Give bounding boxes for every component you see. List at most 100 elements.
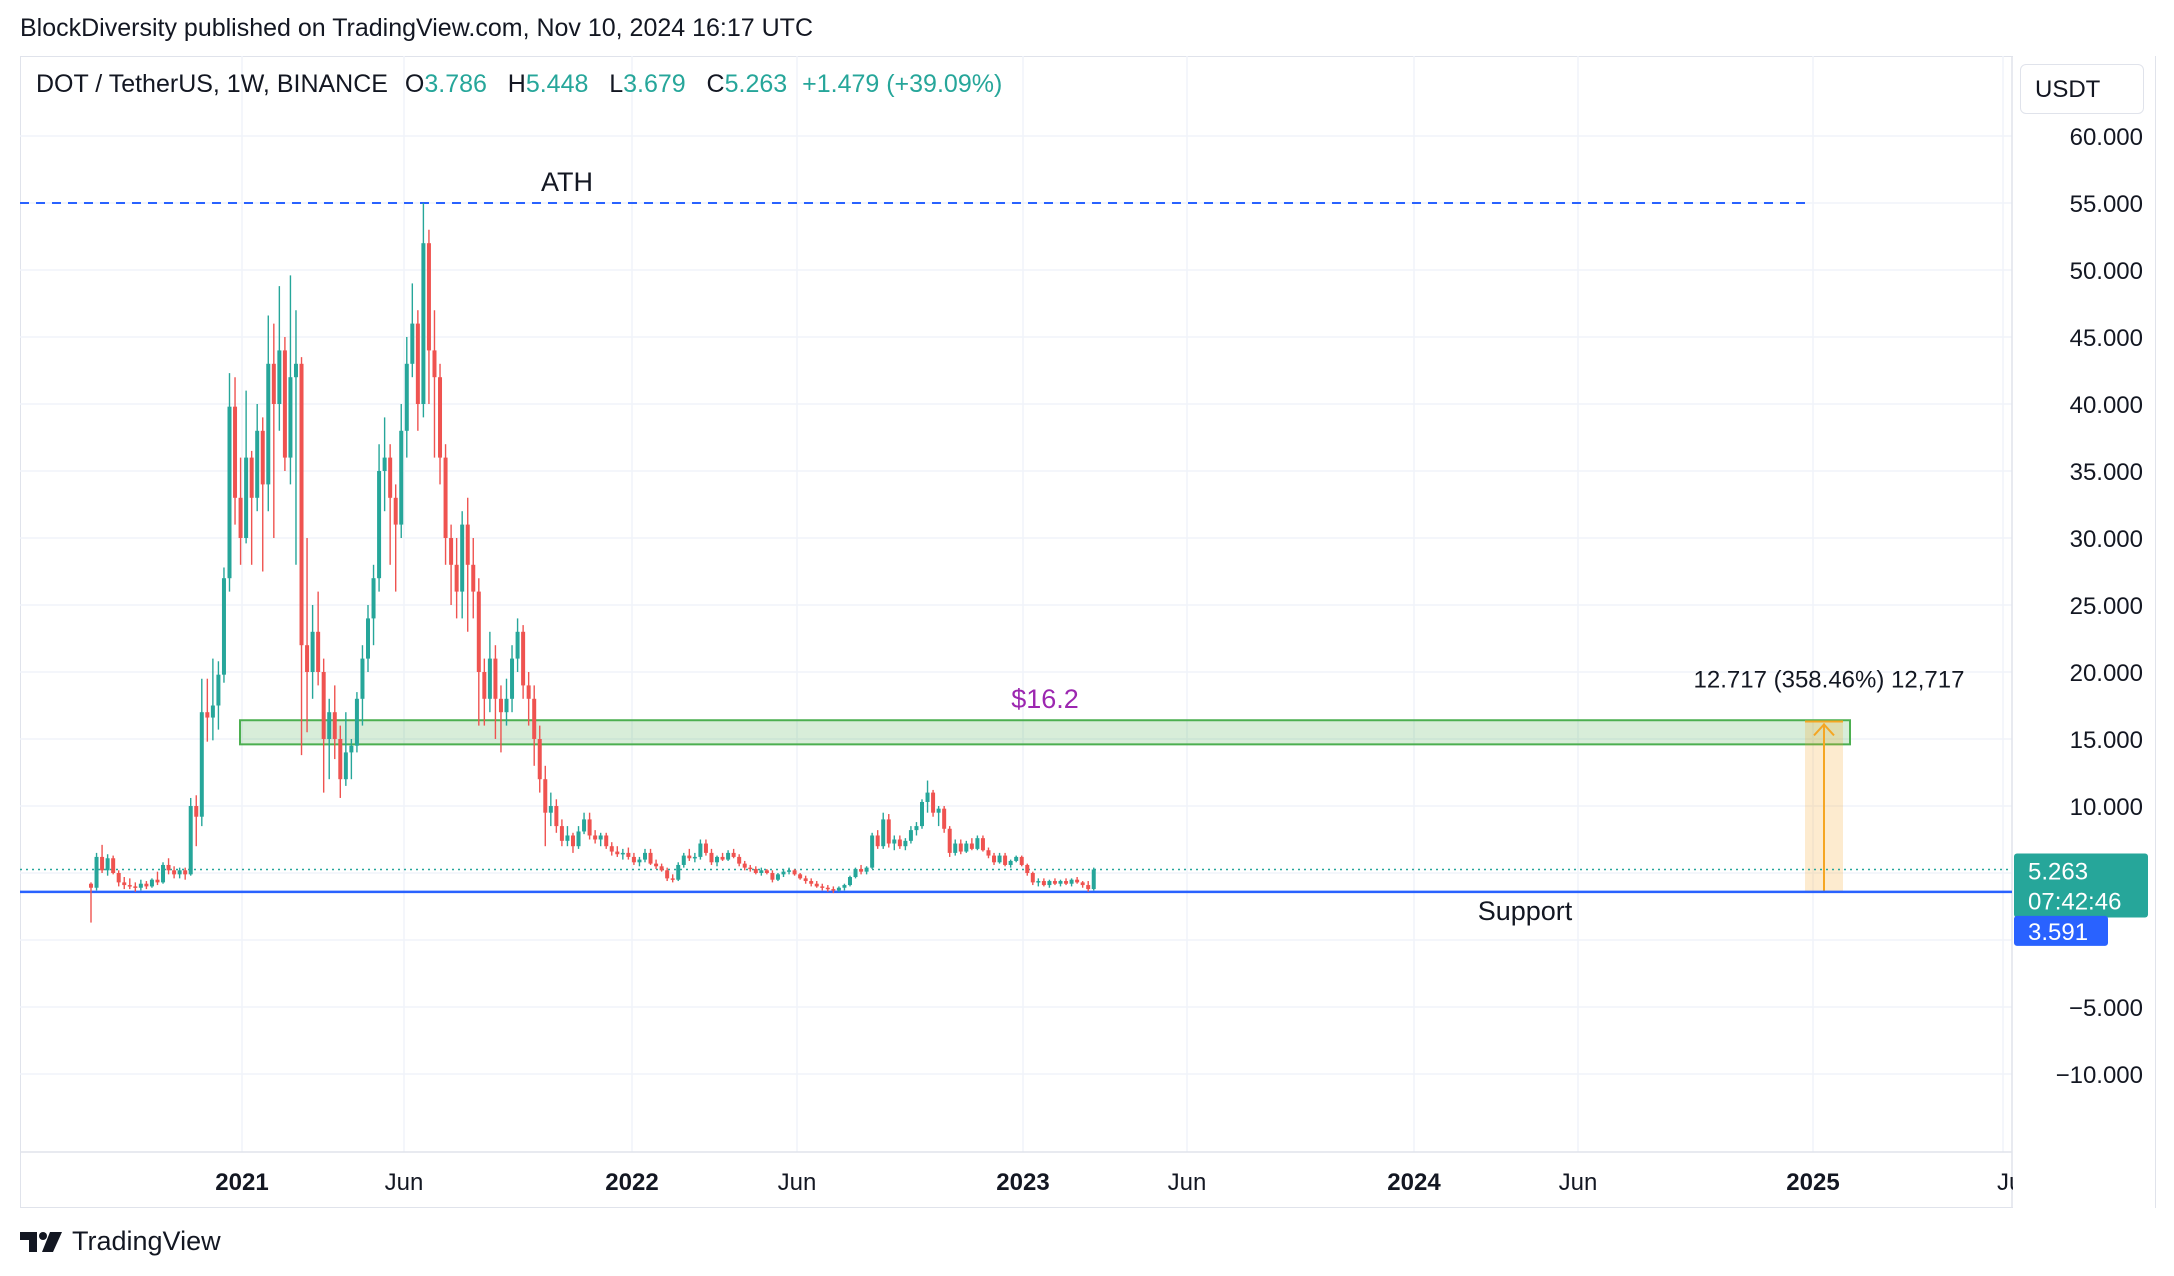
candle-body[interactable]	[1036, 881, 1041, 883]
candle-body[interactable]	[875, 835, 880, 847]
candle-body[interactable]	[388, 457, 393, 498]
candle-body[interactable]	[1064, 881, 1069, 884]
candle-body[interactable]	[870, 835, 875, 868]
candle-body[interactable]	[432, 350, 437, 378]
candle-body[interactable]	[382, 457, 387, 471]
candle-body[interactable]	[238, 497, 243, 538]
candle-body[interactable]	[532, 698, 537, 739]
candle-body[interactable]	[454, 564, 459, 592]
candle-body[interactable]	[803, 878, 808, 882]
candle-body[interactable]	[665, 870, 670, 879]
candle-body[interactable]	[438, 377, 443, 458]
candle-body[interactable]	[886, 819, 891, 844]
candle-body[interactable]	[643, 852, 647, 860]
candle-body[interactable]	[953, 843, 958, 853]
candle-body[interactable]	[742, 863, 747, 868]
candle-body[interactable]	[892, 839, 897, 844]
candle-body[interactable]	[958, 843, 963, 852]
candle-body[interactable]	[354, 698, 359, 746]
candle-body[interactable]	[426, 243, 431, 351]
candle-body[interactable]	[753, 868, 758, 873]
candle-body[interactable]	[343, 752, 348, 780]
candle-body[interactable]	[820, 886, 825, 888]
candle-body[interactable]	[775, 874, 780, 880]
candle-body[interactable]	[947, 828, 952, 853]
candle-body[interactable]	[631, 856, 636, 863]
candle-body[interactable]	[859, 868, 864, 872]
candle-body[interactable]	[709, 852, 714, 863]
candle-body[interactable]	[415, 323, 420, 404]
candle-body[interactable]	[537, 739, 542, 780]
candle-body[interactable]	[698, 843, 703, 857]
candle-body[interactable]	[570, 835, 575, 847]
currency-button[interactable]: USDT	[2020, 64, 2144, 114]
candle-body[interactable]	[648, 852, 653, 864]
candle-body[interactable]	[903, 840, 908, 847]
candle-body[interactable]	[942, 808, 947, 829]
candle-body[interactable]	[482, 672, 487, 699]
candle-body[interactable]	[1058, 881, 1063, 884]
candle-body[interactable]	[748, 867, 753, 870]
candle-body[interactable]	[299, 363, 304, 646]
candle-body[interactable]	[526, 685, 531, 699]
candle-body[interactable]	[1014, 856, 1019, 861]
candle-body[interactable]	[393, 497, 398, 525]
candle-body[interactable]	[759, 870, 764, 873]
candle-body[interactable]	[133, 886, 138, 888]
candle-body[interactable]	[255, 430, 260, 498]
candle-body[interactable]	[210, 705, 215, 718]
candle-body[interactable]	[620, 852, 625, 855]
candle-body[interactable]	[443, 457, 448, 538]
candle-body[interactable]	[194, 806, 199, 817]
candle-body[interactable]	[881, 819, 886, 847]
candle-body[interactable]	[576, 831, 581, 847]
candle-body[interactable]	[598, 835, 603, 840]
candle-body[interactable]	[831, 889, 836, 891]
candle-body[interactable]	[920, 801, 924, 827]
candle-body[interactable]	[1080, 882, 1085, 886]
candle-body[interactable]	[703, 843, 708, 853]
candle-body[interactable]	[1052, 881, 1057, 884]
candle-body[interactable]	[460, 524, 465, 592]
candle-body[interactable]	[853, 868, 858, 878]
candle-body[interactable]	[288, 377, 293, 458]
candle-body[interactable]	[847, 877, 852, 886]
candle-body[interactable]	[487, 658, 492, 699]
candle-body[interactable]	[787, 870, 792, 872]
candle-body[interactable]	[172, 870, 177, 875]
candle-body[interactable]	[914, 826, 919, 831]
candle-body[interactable]	[149, 879, 154, 887]
candle-body[interactable]	[349, 745, 354, 753]
candle-body[interactable]	[305, 645, 310, 672]
candle-body[interactable]	[609, 846, 614, 852]
candle-body[interactable]	[266, 363, 271, 485]
candle-body[interactable]	[321, 672, 326, 739]
candle-body[interactable]	[421, 243, 426, 404]
candle-body[interactable]	[908, 830, 913, 841]
candle-body[interactable]	[504, 698, 509, 713]
candle-body[interactable]	[521, 631, 526, 686]
candle-body[interactable]	[498, 698, 503, 713]
candle-body[interactable]	[221, 578, 226, 675]
candle-body[interactable]	[111, 858, 116, 873]
candle-body[interactable]	[371, 578, 376, 619]
candle-body[interactable]	[825, 887, 830, 890]
candle-body[interactable]	[764, 870, 769, 873]
candle-body[interactable]	[155, 879, 160, 883]
candle-body[interactable]	[327, 712, 332, 739]
candle-body[interactable]	[637, 859, 642, 863]
candle-body[interactable]	[582, 819, 587, 832]
candle-body[interactable]	[471, 564, 476, 592]
candle-body[interactable]	[138, 883, 143, 888]
candle-body[interactable]	[997, 855, 1002, 863]
candle-body[interactable]	[543, 779, 548, 813]
candle-body[interactable]	[809, 881, 814, 884]
candle-body[interactable]	[864, 867, 869, 872]
candle-body[interactable]	[1003, 855, 1008, 865]
candle-body[interactable]	[94, 856, 99, 888]
candle-body[interactable]	[969, 843, 974, 849]
candle-body[interactable]	[554, 806, 559, 827]
candle-body[interactable]	[986, 850, 991, 856]
candle-body[interactable]	[1069, 879, 1074, 884]
